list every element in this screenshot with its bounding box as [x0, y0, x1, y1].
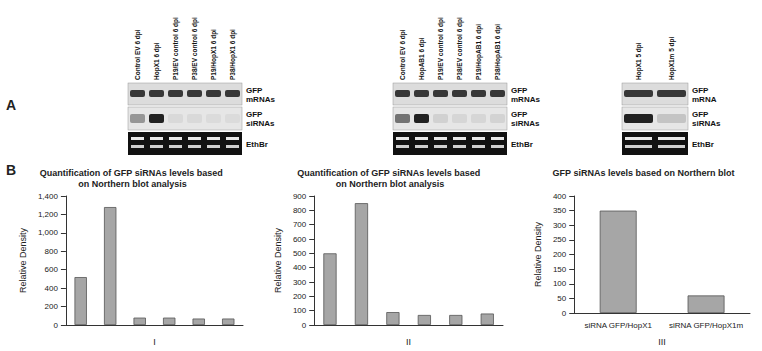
svg-text:500: 500 [293, 249, 307, 258]
svg-text:EthBr: EthBr [692, 140, 714, 149]
svg-text:100: 100 [293, 306, 307, 315]
svg-text:800: 800 [45, 247, 59, 256]
svg-text:P38/EV control 6 dpi: P38/EV control 6 dpi [456, 17, 464, 80]
svg-text:250: 250 [553, 235, 567, 244]
svg-text:150: 150 [553, 265, 567, 274]
svg-text:Control EV 6 dpi: Control EV 6 dpi [134, 29, 142, 80]
svg-text:1,000: 1,000 [38, 228, 59, 237]
svg-text:GFPmRNAs: GFPmRNAs [246, 86, 275, 104]
svg-text:GFPsiRNAs: GFPsiRNAs [246, 110, 275, 128]
svg-text:III: III [658, 337, 666, 347]
svg-text:0: 0 [562, 309, 567, 318]
svg-text:700: 700 [293, 220, 307, 229]
svg-text:HopX1 5 dpi: HopX1 5 dpi [635, 42, 643, 80]
svg-text:HopAB1 6 dpi: HopAB1 6 dpi [418, 37, 426, 80]
svg-text:50: 50 [557, 294, 566, 303]
svg-text:0: 0 [53, 321, 58, 330]
svg-text:Quantification of GFP siRNAs l: Quantification of GFP siRNAs levels base… [297, 168, 482, 178]
svg-text:GFPmRNA: GFPmRNA [692, 86, 717, 104]
svg-text:900: 900 [293, 192, 307, 201]
svg-text:I: I [153, 337, 156, 347]
svg-text:EthBr: EthBr [246, 140, 268, 149]
svg-text:200: 200 [45, 302, 59, 311]
svg-text:GFP siRNAs levels based on Nor: GFP siRNAs levels based on Northern blot [553, 168, 735, 178]
svg-text:1,400: 1,400 [38, 192, 59, 201]
svg-text:Quantification of GFP siRNAs l: Quantification of GFP siRNAs levels base… [40, 168, 225, 178]
svg-text:siRNA GFP/HopX1m: siRNA GFP/HopX1m [669, 321, 744, 330]
svg-text:100: 100 [553, 279, 567, 288]
svg-text:HopX1m 5 dpi: HopX1m 5 dpi [668, 36, 676, 80]
svg-text:HopX1 6 dpi: HopX1 6 dpi [153, 42, 161, 80]
svg-text:350: 350 [553, 206, 567, 215]
svg-text:300: 300 [553, 221, 567, 230]
svg-text:on Northern blot analysis: on Northern blot analysis [336, 179, 445, 189]
svg-text:EthBr: EthBr [511, 140, 533, 149]
svg-text:P19/HopAB1 6 dpi: P19/HopAB1 6 dpi [475, 24, 483, 80]
svg-text:P19/HopX1 6 dpi: P19/HopX1 6 dpi [210, 29, 218, 80]
svg-text:Relative Density: Relative Density [18, 227, 28, 293]
svg-text:Control EV 6 dpi: Control EV 6 dpi [399, 29, 407, 80]
svg-text:P38/HopAB1 6 dpi: P38/HopAB1 6 dpi [494, 24, 502, 80]
svg-text:300: 300 [293, 278, 307, 287]
svg-text:GFPsiRNAs: GFPsiRNAs [692, 110, 721, 128]
svg-text:600: 600 [45, 265, 59, 274]
html-text:B: B [6, 162, 17, 178]
svg-text:P19/EV control 6 dpi: P19/EV control 6 dpi [172, 17, 180, 80]
svg-text:GFPsiRNAs: GFPsiRNAs [511, 110, 540, 128]
svg-text:0: 0 [302, 321, 307, 330]
svg-text:800: 800 [293, 206, 307, 215]
svg-text:GFPmRNAs: GFPmRNAs [511, 86, 540, 104]
svg-text:A: A [6, 97, 16, 113]
svg-text:Relative Density: Relative Density [533, 221, 543, 287]
svg-text:400: 400 [45, 284, 59, 293]
svg-text:1,200: 1,200 [38, 210, 59, 219]
svg-text:200: 200 [293, 292, 307, 301]
svg-text:II: II [406, 337, 411, 347]
svg-text:on Northern blot analysis: on Northern blot analysis [78, 179, 187, 189]
svg-text:400: 400 [553, 192, 567, 201]
svg-text:siRNA GFP/HopX1: siRNA GFP/HopX1 [584, 321, 652, 330]
svg-text:P38/EV control 6 dpi: P38/EV control 6 dpi [191, 17, 199, 80]
svg-text:400: 400 [293, 263, 307, 272]
svg-text:200: 200 [553, 250, 567, 259]
svg-text:P19/EV control 6 dpi: P19/EV control 6 dpi [437, 17, 445, 80]
svg-text:P38/HopX1 6 dpi: P38/HopX1 6 dpi [229, 29, 237, 80]
svg-text:Relative Density: Relative Density [273, 227, 283, 293]
svg-text:600: 600 [293, 235, 307, 244]
